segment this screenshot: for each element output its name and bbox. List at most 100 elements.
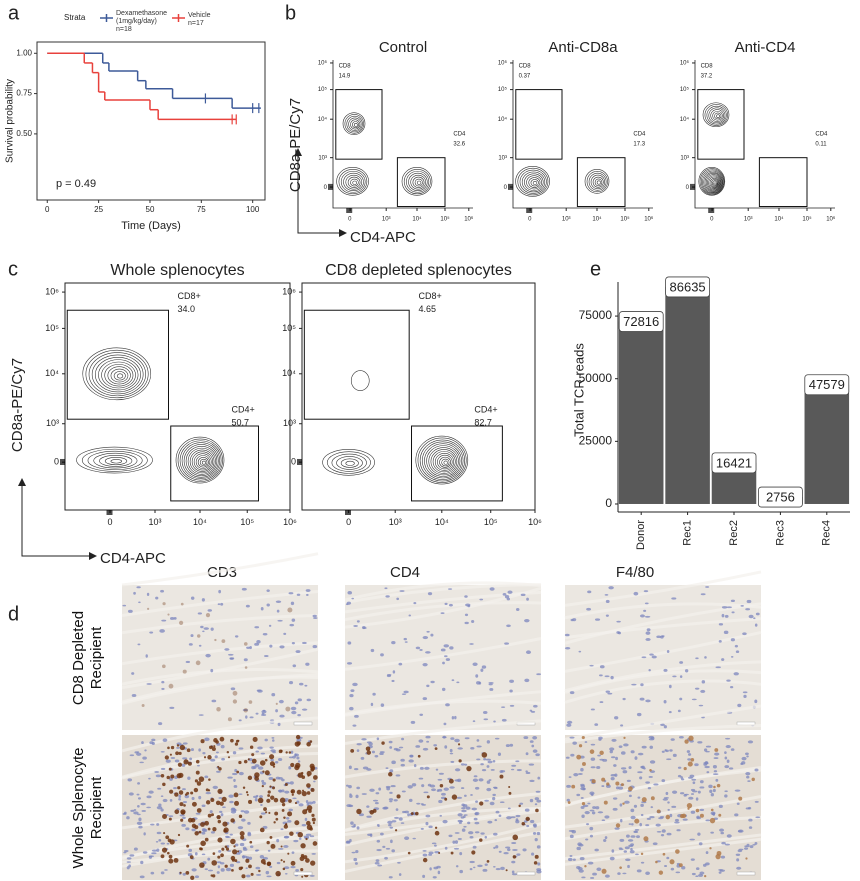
nucleus: [173, 617, 177, 620]
nucleus: [445, 703, 450, 707]
nucleus: [529, 798, 534, 803]
nucleus: [486, 787, 492, 792]
nucleus: [269, 644, 273, 648]
stained-cell: [187, 761, 192, 766]
nucleus: [349, 706, 354, 711]
nucleus: [412, 837, 416, 840]
contour: [94, 356, 141, 393]
nucleus: [488, 683, 493, 686]
stained-cell: [160, 773, 165, 778]
nucleus: [615, 786, 620, 790]
nucleus: [232, 772, 238, 776]
nucleus: [348, 784, 352, 789]
nucleus: [644, 602, 649, 605]
nucleus: [499, 770, 504, 774]
nucleus: [679, 661, 684, 664]
nucleus: [578, 869, 584, 873]
nucleus: [731, 611, 735, 614]
stained-cell: [221, 847, 225, 851]
nucleus: [670, 867, 675, 871]
stained-cell: [695, 808, 700, 813]
stained-cell: [300, 853, 305, 858]
nucleus: [723, 630, 729, 635]
nucleus: [297, 713, 301, 717]
nucleus: [182, 757, 188, 760]
nucleus: [276, 838, 280, 843]
nucleus: [151, 852, 157, 855]
fiber: [564, 768, 762, 808]
scale-bar: [293, 721, 313, 726]
nucleus: [582, 787, 586, 791]
stained-cell: [567, 801, 571, 804]
nucleus: [637, 796, 641, 799]
stained-cell: [185, 871, 190, 875]
nucleus: [578, 650, 582, 653]
stained-cell: [281, 802, 286, 807]
nucleus: [725, 744, 731, 749]
nucleus: [442, 661, 445, 665]
nucleus: [295, 868, 300, 872]
y-tick-label: 10⁶: [282, 286, 296, 296]
contour: [432, 451, 456, 473]
nucleus: [618, 848, 624, 851]
nucleus: [294, 701, 299, 705]
nucleus: [392, 670, 396, 674]
nucleus: [570, 618, 574, 622]
nucleus: [136, 751, 140, 754]
stained-cell: [305, 837, 308, 841]
stained-cell: [183, 804, 186, 807]
nucleus: [374, 755, 379, 758]
x-tick-label: Donor: [635, 520, 647, 550]
stained-cell: [261, 785, 264, 788]
plot-title: Anti-CD4: [735, 39, 796, 56]
nucleus: [375, 792, 380, 795]
nucleus: [572, 741, 577, 745]
contour: [91, 354, 144, 395]
nucleus: [376, 839, 381, 843]
nucleus: [133, 811, 139, 815]
gate-name: CD8: [519, 63, 532, 69]
contour: [517, 167, 549, 196]
x-tick-label: 10³: [389, 517, 402, 527]
contour: [104, 457, 128, 466]
nucleus: [721, 658, 725, 662]
nucleus: [670, 738, 675, 741]
nucleus: [441, 687, 446, 692]
nucleus: [486, 765, 490, 768]
nucleus: [366, 768, 372, 771]
nucleus: [471, 619, 475, 623]
stained-cell: [216, 815, 221, 820]
nucleus: [640, 813, 644, 817]
nucleus: [667, 808, 670, 811]
nucleus: [687, 758, 692, 761]
nucleus: [240, 810, 245, 813]
nucleus: [218, 849, 222, 853]
stained-cell: [306, 770, 312, 776]
stained-cell: [505, 869, 508, 872]
y-tick-label: 10⁶: [680, 60, 690, 67]
nucleus: [227, 850, 232, 852]
stained-cell: [264, 758, 268, 762]
nucleus: [702, 863, 707, 867]
nucleus: [710, 831, 714, 834]
nucleus: [646, 817, 652, 820]
nucleus: [398, 873, 402, 877]
contour: [181, 442, 221, 480]
x-tick-label: 10⁶: [528, 517, 542, 527]
nucleus: [422, 853, 428, 857]
stained-cell: [240, 866, 244, 870]
nucleus: [275, 600, 282, 604]
nucleus: [649, 653, 654, 656]
nucleus: [604, 593, 609, 596]
nucleus: [740, 762, 744, 766]
nucleus: [577, 842, 582, 846]
nucleus: [737, 849, 743, 853]
nucleus: [176, 747, 180, 749]
nucleus: [245, 604, 250, 608]
stained-cell: [217, 837, 223, 843]
contour: [708, 176, 721, 190]
nucleus: [730, 748, 735, 751]
nucleus: [160, 871, 165, 875]
nucleus: [387, 820, 393, 824]
